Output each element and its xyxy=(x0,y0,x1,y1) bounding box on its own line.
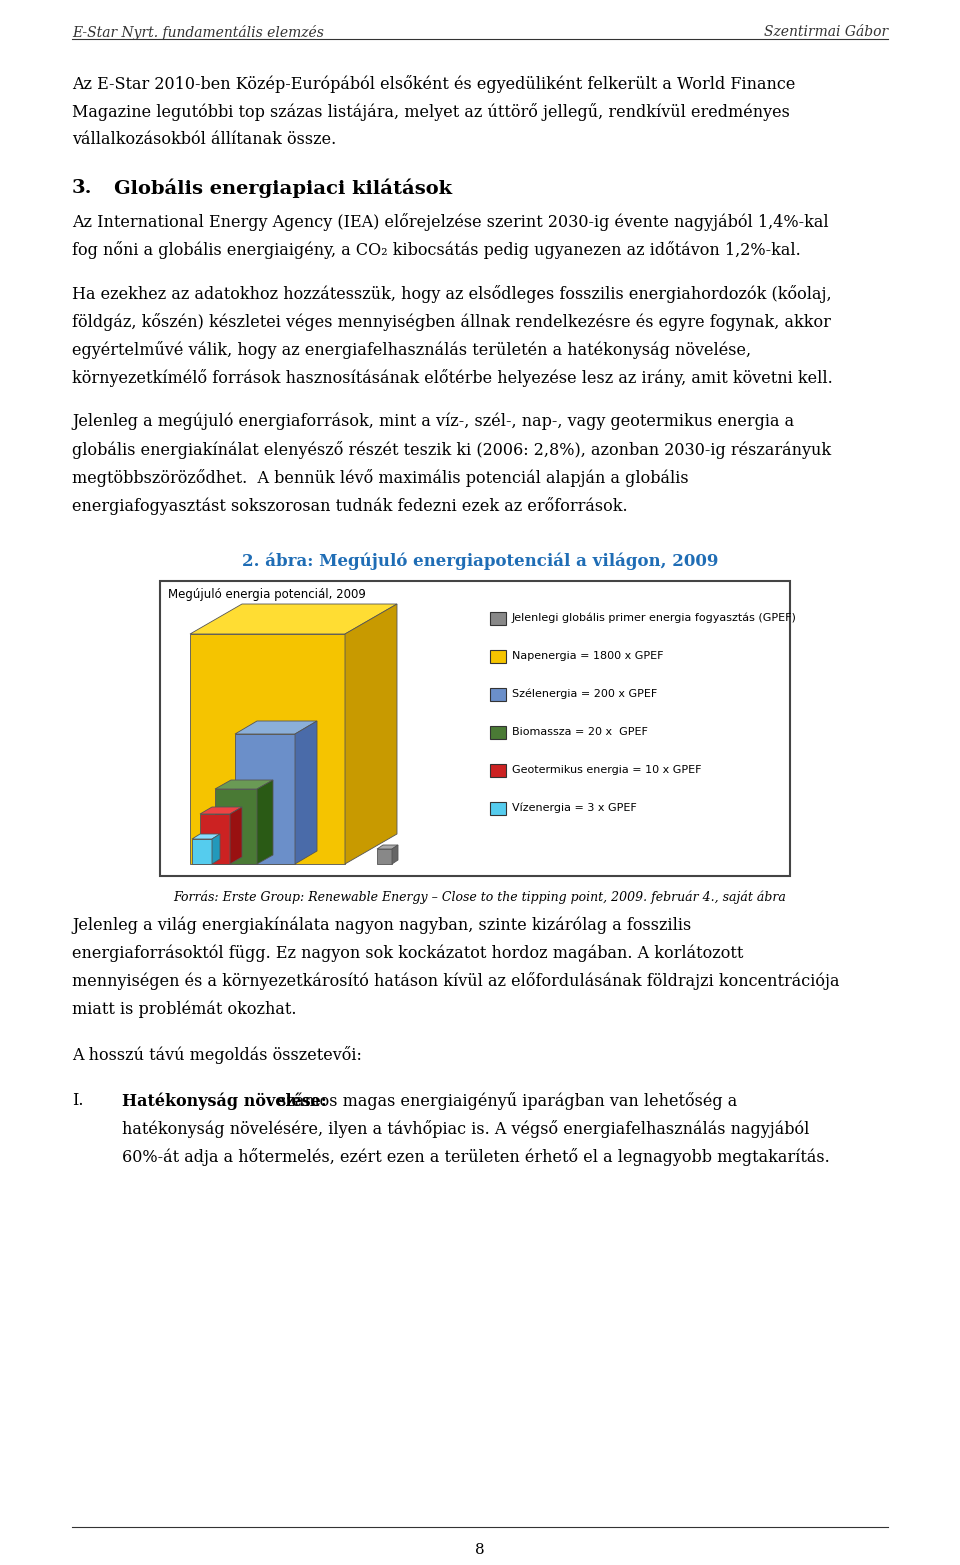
Text: Vízenergia = 3 x GPEF: Vízenergia = 3 x GPEF xyxy=(512,803,636,814)
Text: hatékonyság növelésére, ilyen a távhőpiac is. A végső energiafelhasználás nagyjá: hatékonyság növelésére, ilyen a távhőpia… xyxy=(122,1121,809,1138)
Text: környezetkímélő források hasznosításának előtérbe helyezése lesz az irány, amit : környezetkímélő források hasznosításának… xyxy=(72,369,832,387)
Text: 3.: 3. xyxy=(72,178,92,197)
Text: Szentirmai Gábor: Szentirmai Gábor xyxy=(764,25,888,39)
Text: 2. ábra: Megújuló energiapotenciál a világon, 2009: 2. ábra: Megújuló energiapotenciál a vil… xyxy=(242,552,718,571)
Polygon shape xyxy=(295,721,317,864)
Text: Jelenleg a megújuló energiaforrások, mint a víz-, szél-, nap-, vagy geotermikus : Jelenleg a megújuló energiaforrások, min… xyxy=(72,413,794,430)
Text: energiaforrásoktól függ. Ez nagyon sok kockázatot hordoz magában. A korlátozott: energiaforrásoktól függ. Ez nagyon sok k… xyxy=(72,944,743,961)
Polygon shape xyxy=(212,834,220,864)
Text: Az E-Star 2010-ben Közép-Európából elsőként és egyedüliként felkerült a World Fi: Az E-Star 2010-ben Közép-Európából elsők… xyxy=(72,75,796,92)
Text: 8: 8 xyxy=(475,1543,485,1557)
Text: vállalkozásokból állítanak össze.: vállalkozásokból állítanak össze. xyxy=(72,131,336,149)
Polygon shape xyxy=(345,604,397,864)
Text: Napenergia = 1800 x GPEF: Napenergia = 1800 x GPEF xyxy=(512,651,663,660)
Text: energiafogyasztást sokszorosan tudnák fedezni ezek az erőforrások.: energiafogyasztást sokszorosan tudnák fe… xyxy=(72,498,628,515)
Polygon shape xyxy=(257,779,273,864)
Polygon shape xyxy=(235,734,295,864)
Text: Megújuló energia potenciál, 2009: Megújuló energia potenciál, 2009 xyxy=(168,588,366,601)
FancyBboxPatch shape xyxy=(490,689,506,701)
FancyBboxPatch shape xyxy=(160,581,790,876)
Polygon shape xyxy=(235,721,317,734)
FancyBboxPatch shape xyxy=(490,726,506,739)
Polygon shape xyxy=(215,779,273,789)
Polygon shape xyxy=(200,808,242,814)
Polygon shape xyxy=(192,834,220,839)
Text: Biomassza = 20 x  GPEF: Biomassza = 20 x GPEF xyxy=(512,728,648,737)
Text: Ha ezekhez az adatokhoz hozzátesszük, hogy az elsődleges fosszilis energiahordoz: Ha ezekhez az adatokhoz hozzátesszük, ho… xyxy=(72,285,831,304)
Text: I.: I. xyxy=(72,1092,84,1110)
Polygon shape xyxy=(190,634,345,864)
Polygon shape xyxy=(190,604,397,634)
Text: földgáz, kőszén) készletei véges mennyiségben állnak rendelkezésre és egyre fogy: földgáz, kőszén) készletei véges mennyis… xyxy=(72,313,830,332)
FancyBboxPatch shape xyxy=(490,612,506,624)
Polygon shape xyxy=(215,789,257,864)
Text: globális energiakínálat elenyésző részét teszik ki (2006: 2,8%), azonban 2030-ig: globális energiakínálat elenyésző részét… xyxy=(72,441,831,459)
Text: miatt is problémát okozhat.: miatt is problémát okozhat. xyxy=(72,1000,297,1017)
Text: számos magas energiaigényű iparágban van lehetőség a: számos magas energiaigényű iparágban van… xyxy=(274,1092,737,1110)
Text: Hatékonyság növelése:: Hatékonyság növelése: xyxy=(122,1092,326,1110)
Polygon shape xyxy=(377,848,392,864)
Text: 60%-át adja a hőtermelés, ezért ezen a területen érhető el a legnagyobb megtakar: 60%-át adja a hőtermelés, ezért ezen a t… xyxy=(122,1149,829,1166)
FancyBboxPatch shape xyxy=(490,801,506,815)
Text: mennyiségen és a környezetkárosító hatáson kívül az előfordulásának földrajzi ko: mennyiségen és a környezetkárosító hatás… xyxy=(72,972,839,991)
Text: egyértelművé válik, hogy az energiafelhasználás területén a hatékonyság növelése: egyértelművé válik, hogy az energiafelha… xyxy=(72,341,751,358)
Text: A hosszú távú megoldás összetevői:: A hosszú távú megoldás összetevői: xyxy=(72,1045,362,1064)
Text: Jelenleg a világ energiakínálata nagyon nagyban, szinte kizárólag a fosszilis: Jelenleg a világ energiakínálata nagyon … xyxy=(72,916,691,933)
Text: Globális energiapiaci kilátások: Globális energiapiaci kilátások xyxy=(114,178,452,199)
Text: fog nőni a globális energiaigény, a CO₂ kibocsátás pedig ugyanezen az időtávon 1: fog nőni a globális energiaigény, a CO₂ … xyxy=(72,241,801,258)
Text: megtöbbszöröződhet.  A bennük lévő maximális potenciál alapján a globális: megtöbbszöröződhet. A bennük lévő maximá… xyxy=(72,470,688,487)
Text: Geotermikus energia = 10 x GPEF: Geotermikus energia = 10 x GPEF xyxy=(512,765,702,775)
Polygon shape xyxy=(230,808,242,864)
Text: Forrás: Erste Group: Renewable Energy – Close to the tipping point, 2009. februá: Forrás: Erste Group: Renewable Energy – … xyxy=(174,890,786,903)
Polygon shape xyxy=(200,814,230,864)
Polygon shape xyxy=(392,845,398,864)
FancyBboxPatch shape xyxy=(490,649,506,664)
FancyBboxPatch shape xyxy=(490,764,506,776)
Text: Az International Energy Agency (IEA) előrejelzése szerint 2030-ig évente nagyjáb: Az International Energy Agency (IEA) elő… xyxy=(72,213,828,232)
Text: E-Star Nyrt. fundamentális elemzés: E-Star Nyrt. fundamentális elemzés xyxy=(72,25,324,41)
Text: Szélenergia = 200 x GPEF: Szélenergia = 200 x GPEF xyxy=(512,689,658,700)
Text: Magazine legutóbbi top százas listájára, melyet az úttörő jellegű, rendkívül ere: Magazine legutóbbi top százas listájára,… xyxy=(72,103,790,121)
Polygon shape xyxy=(377,845,398,848)
Polygon shape xyxy=(192,839,212,864)
Text: Jelenlegi globális primer energia fogyasztás (GPEF): Jelenlegi globális primer energia fogyas… xyxy=(512,613,797,623)
